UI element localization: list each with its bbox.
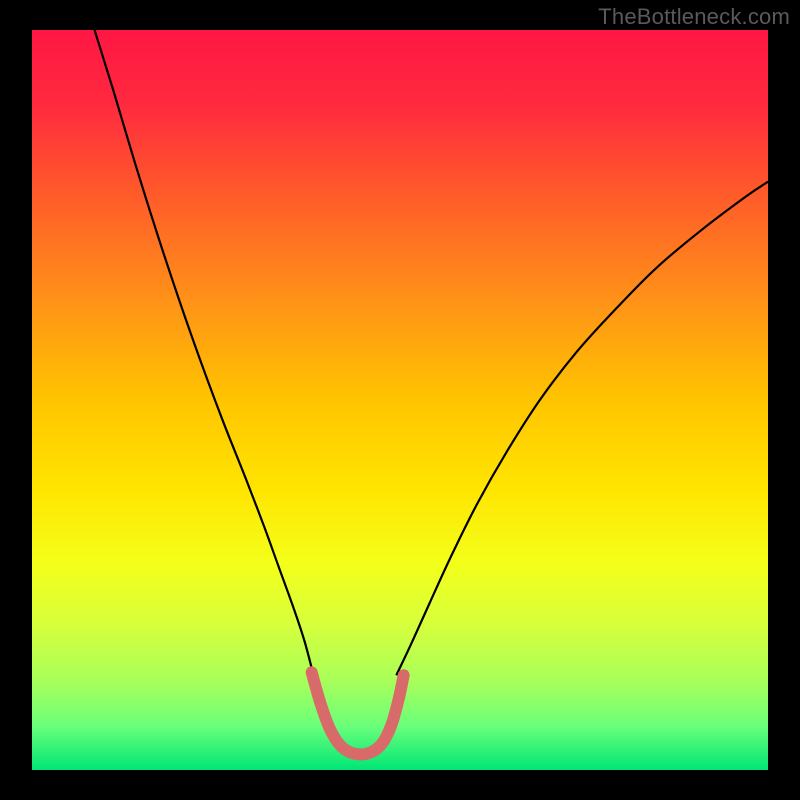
watermark-text: TheBottleneck.com (598, 4, 790, 30)
chart-canvas (0, 0, 800, 800)
plot-area (32, 30, 768, 770)
